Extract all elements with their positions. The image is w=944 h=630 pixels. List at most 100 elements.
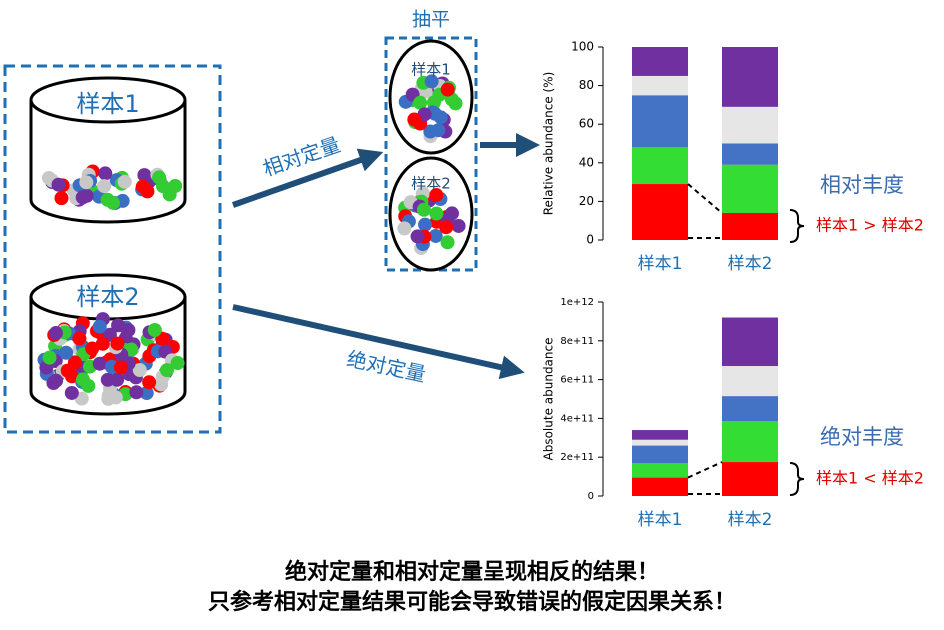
ball (440, 235, 455, 250)
ball (433, 110, 448, 125)
bar-segment (722, 421, 778, 463)
x-tick-label: 样本1 (638, 510, 683, 530)
y-axis-label: Relative abundance (%) (542, 72, 556, 216)
ball (98, 166, 113, 181)
ball (440, 82, 455, 97)
bar-segment (722, 317, 778, 367)
ball (42, 350, 57, 365)
bar-segment (722, 143, 778, 165)
ball (451, 218, 466, 233)
ball (439, 220, 454, 235)
ball (81, 378, 96, 393)
ball (111, 318, 126, 333)
brace (789, 462, 805, 496)
y-axis-label: Absolute abundance (542, 338, 556, 461)
dashed-connector (687, 183, 723, 214)
ball (64, 385, 79, 400)
ball (407, 112, 422, 127)
arrow-label: 绝对定量 (345, 346, 428, 386)
bar-segment (632, 445, 688, 464)
y-tick-label: 20 (579, 194, 594, 208)
ball (142, 375, 157, 390)
ball (100, 372, 115, 387)
ball (117, 174, 132, 189)
ball (129, 385, 144, 400)
ball (113, 360, 128, 375)
ball (424, 74, 439, 89)
conclusion: 只参考相对定量结果可能会导致错误的假定因果关系！ (208, 589, 736, 615)
comparison: 样本1 < 样本2 (816, 469, 924, 488)
bar-segment (722, 212, 778, 240)
ball (431, 123, 446, 138)
abundance-label: 相对丰度 (820, 173, 904, 197)
bar-segment (722, 396, 778, 422)
abundance-label: 绝对丰度 (820, 425, 904, 449)
x-tick-label: 样本2 (728, 510, 773, 530)
bar-segment (722, 462, 778, 496)
sample-label: 样本1 (76, 90, 139, 118)
y-tick-label: 4e+11 (560, 413, 594, 424)
ball (139, 386, 154, 401)
ball (95, 336, 110, 351)
ball (132, 362, 147, 377)
ball (170, 356, 185, 371)
arrow (232, 148, 384, 208)
bar-segment (722, 164, 778, 213)
bar-segment (722, 47, 778, 107)
y-tick-label: 6e+11 (560, 375, 594, 386)
ball (101, 391, 116, 406)
ball (413, 95, 428, 110)
ball (92, 319, 107, 334)
ball (48, 326, 63, 341)
y-tick-label: 2e+11 (560, 452, 594, 463)
ball (155, 179, 170, 194)
brace (789, 209, 805, 243)
bar-segment (632, 147, 688, 185)
ball (92, 356, 107, 371)
ball (444, 206, 459, 221)
ball (159, 363, 174, 378)
ball (79, 175, 94, 190)
leveling-label: 抽平 (412, 9, 450, 31)
sample-label: 样本2 (76, 283, 139, 311)
oval-label: 样本2 (411, 175, 451, 193)
arrow (232, 304, 525, 380)
ball (54, 191, 69, 206)
ball (105, 195, 120, 210)
ball (410, 229, 425, 244)
bar-segment (632, 439, 688, 446)
bar-segment (632, 75, 688, 96)
ball (429, 188, 444, 203)
ball (97, 179, 112, 194)
ball (416, 202, 431, 217)
bar-segment (722, 106, 778, 144)
bar-segment (632, 95, 688, 148)
ball (85, 341, 100, 356)
bar-segment (722, 366, 778, 397)
bar-segment (632, 430, 688, 440)
ball (418, 217, 433, 232)
y-tick-label: 100 (571, 40, 594, 54)
bar-segment (632, 184, 688, 240)
bar-segment (632, 463, 688, 478)
ball (110, 336, 125, 351)
y-tick-label: 0 (588, 491, 594, 502)
ball (428, 228, 443, 243)
y-tick-label: 8e+11 (560, 336, 594, 347)
ball (79, 188, 94, 203)
bar-segment (632, 477, 688, 496)
comparison: 样本1 > 样本2 (816, 216, 924, 235)
ball (72, 331, 87, 346)
sample-box (3, 64, 222, 434)
ball (429, 206, 444, 221)
bar-segment (632, 47, 688, 76)
dashed-connector (687, 461, 723, 479)
oval-label: 样本1 (411, 61, 451, 79)
y-tick-label: 60 (579, 117, 594, 131)
ball (154, 377, 169, 392)
y-tick-label: 80 (579, 78, 594, 92)
ball (147, 323, 162, 338)
x-tick-label: 样本1 (638, 254, 683, 274)
ball (59, 345, 74, 360)
